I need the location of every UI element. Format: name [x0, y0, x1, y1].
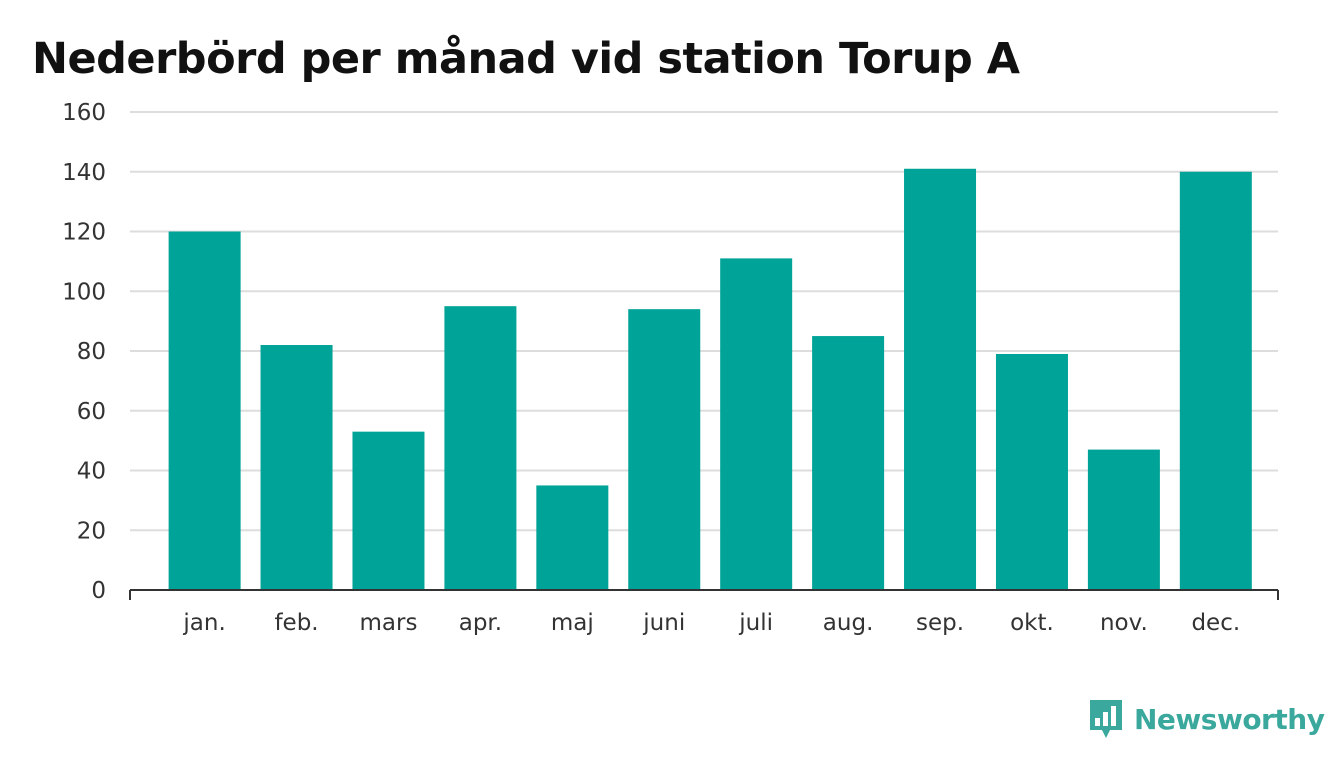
bar-chart-speech-bubble-icon: [1090, 700, 1122, 738]
bars: [168, 168, 1252, 590]
bar: [444, 306, 517, 590]
x-tick-label: juni: [642, 610, 685, 636]
y-tick-label: 40: [77, 459, 106, 485]
tick-labels: 0 20 40 60 80 100 120 140 160 jan. feb. mars apr. maj…: [62, 100, 1240, 636]
bar: [812, 336, 885, 590]
bar: [260, 345, 333, 590]
axes: [129, 589, 1279, 600]
y-tick-label: 60: [77, 399, 106, 425]
newsworthy-logo: Newsworthy: [1088, 698, 1325, 740]
y-tick-label: 0: [91, 578, 106, 604]
bar: [168, 231, 241, 590]
bar: [1087, 449, 1160, 590]
bar: [352, 431, 425, 590]
y-tick-label: 20: [77, 518, 106, 544]
y-tick-label: 140: [62, 160, 106, 186]
x-tick-label: okt.: [1010, 610, 1054, 636]
x-tick-label: jan.: [182, 610, 225, 636]
x-tick-label: aug.: [823, 610, 874, 636]
bar: [628, 309, 701, 590]
x-tick-label: maj: [551, 610, 594, 636]
bar: [720, 258, 793, 590]
x-tick-label: mars: [359, 610, 417, 636]
chart-title: Nederbörd per månad vid station Torup A: [32, 34, 1020, 84]
x-tick-label: apr.: [459, 610, 502, 636]
y-tick-label: 100: [62, 279, 106, 305]
x-tick-label: juli: [738, 610, 773, 636]
x-tick-label: sep.: [916, 610, 964, 636]
brand-name: Newsworthy: [1134, 702, 1325, 736]
x-tick-label: dec.: [1191, 610, 1240, 636]
bar: [536, 485, 609, 590]
x-tick-label: nov.: [1100, 610, 1148, 636]
x-tick-label: feb.: [274, 610, 318, 636]
y-tick-label: 160: [62, 100, 106, 126]
bar: [995, 353, 1068, 590]
y-tick-label: 80: [77, 339, 106, 365]
bar: [1179, 171, 1252, 590]
y-tick-label: 120: [62, 220, 106, 246]
bar: [904, 168, 977, 590]
